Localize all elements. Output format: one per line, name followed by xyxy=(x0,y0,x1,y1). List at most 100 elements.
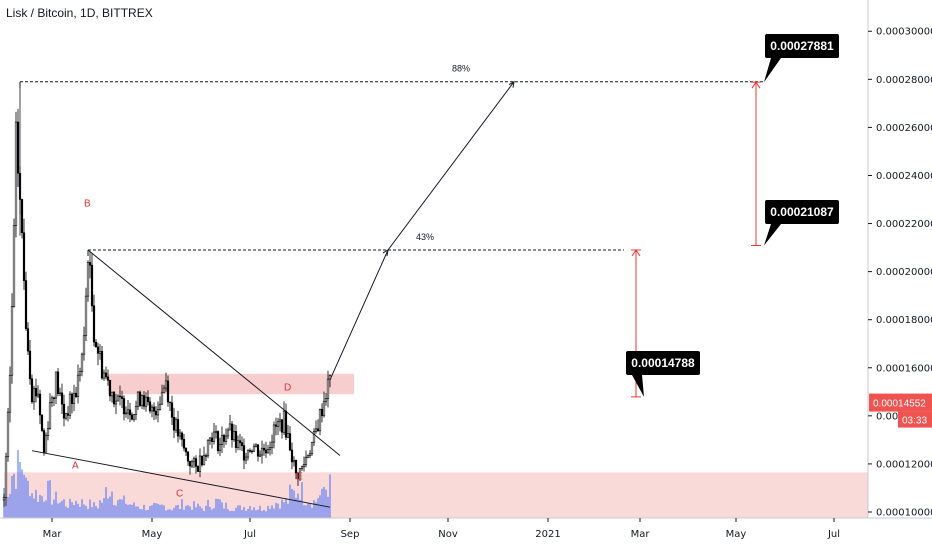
candle-body xyxy=(196,466,200,472)
measure-arrow-1-head xyxy=(631,249,641,257)
lower-wedge-line[interactable] xyxy=(31,450,331,508)
volume-bar xyxy=(315,502,317,518)
candle-body xyxy=(326,378,330,399)
candle-body xyxy=(124,412,128,415)
candle-body xyxy=(42,430,46,453)
candle-body xyxy=(164,380,168,389)
time-tick-label: May xyxy=(142,529,163,540)
volume-bar xyxy=(229,511,231,518)
countdown-value: 03:33 xyxy=(902,416,927,427)
volume-bar xyxy=(119,499,121,518)
volume-bar xyxy=(231,510,233,518)
candle-body xyxy=(252,446,256,452)
candle-body xyxy=(308,453,312,456)
wave-label-b: B xyxy=(84,199,91,210)
candle-body xyxy=(72,392,76,404)
candle-body xyxy=(140,395,144,406)
volume-bar xyxy=(195,507,197,518)
wave-label-e: E xyxy=(296,472,303,483)
callout-box[interactable] xyxy=(765,34,839,58)
projection-path[interactable] xyxy=(329,81,515,380)
candles xyxy=(2,108,332,507)
candle-body xyxy=(298,467,302,480)
volume-bar xyxy=(263,509,265,518)
chart-title: Lisk / Bitcoin, 1D, BITTREX xyxy=(6,6,153,20)
volume-bar xyxy=(305,505,307,518)
volume-bar xyxy=(53,499,55,518)
candle-body xyxy=(66,413,70,416)
callout-box[interactable] xyxy=(626,351,700,375)
candle-body xyxy=(62,403,66,419)
volume-bar xyxy=(149,505,151,518)
candle-body xyxy=(238,440,242,443)
candle-body xyxy=(74,392,78,397)
volume-bar xyxy=(29,496,31,518)
volume-bar xyxy=(267,505,269,518)
candle-body xyxy=(282,410,286,433)
candle-body xyxy=(90,264,94,307)
volume-bar xyxy=(257,509,259,518)
volume-bar xyxy=(141,509,143,518)
volume-bar xyxy=(157,503,159,518)
candle-body xyxy=(64,413,68,419)
callout-box[interactable] xyxy=(765,200,839,224)
volume-bar xyxy=(237,505,239,518)
candle-body xyxy=(270,441,274,448)
volume-bar xyxy=(287,503,289,518)
volume-bar xyxy=(225,502,227,518)
price-tick-label: 0.00020000 xyxy=(876,267,932,278)
volume-bar xyxy=(97,508,99,518)
volume-bar xyxy=(161,504,163,518)
volume-bar xyxy=(215,498,217,518)
candle-body xyxy=(138,391,142,406)
candle-body xyxy=(304,456,308,465)
volume-bar xyxy=(185,505,187,518)
volume-bar xyxy=(197,503,199,518)
volume-bar xyxy=(9,493,11,518)
candle-body xyxy=(158,403,162,410)
candle-body xyxy=(60,392,64,405)
candle-body xyxy=(76,374,80,397)
volume-bar xyxy=(35,489,37,518)
time-tick-label: Sep xyxy=(341,529,360,540)
candle-body xyxy=(136,391,140,407)
volume-bar xyxy=(275,502,277,518)
volume-bar xyxy=(131,504,133,518)
volume-bar xyxy=(187,505,189,518)
volume-bar xyxy=(19,462,21,518)
annotations: A B C D E 0.00014788 0.00021087 0.00027881 xyxy=(72,34,839,499)
candle-body xyxy=(142,395,146,407)
volume-bar xyxy=(261,510,263,518)
candle-body xyxy=(232,431,236,441)
candle-body xyxy=(58,392,62,394)
candle-body xyxy=(280,419,284,433)
candle-body xyxy=(188,460,192,467)
volume-bar xyxy=(189,506,191,518)
volume-bar xyxy=(307,503,309,518)
volume-bar xyxy=(127,504,129,518)
time-tick-label: Mar xyxy=(631,529,651,540)
volume-bar xyxy=(147,509,149,518)
price-tick-label: 0.00028000 xyxy=(876,75,932,86)
volume-bar xyxy=(191,509,193,518)
volume-bar xyxy=(125,503,127,518)
volume-bar xyxy=(133,502,135,518)
volume-bar xyxy=(101,502,103,518)
candle-body xyxy=(312,431,316,443)
candle-body xyxy=(206,439,210,457)
candle-body xyxy=(116,395,120,402)
candle-body xyxy=(248,450,252,452)
candle-body xyxy=(290,449,294,463)
upper-wedge-line[interactable] xyxy=(87,249,341,456)
candle-body xyxy=(216,431,220,452)
measure-arrow-2-head xyxy=(751,81,761,89)
time-tick-label: May xyxy=(726,529,747,540)
volume-bar xyxy=(163,505,165,518)
candle-body xyxy=(202,455,206,466)
volume-bar xyxy=(11,475,13,518)
volume-bar xyxy=(103,498,105,518)
candle-body xyxy=(184,447,188,453)
candle-body xyxy=(80,353,84,372)
volume-bar xyxy=(121,499,123,518)
